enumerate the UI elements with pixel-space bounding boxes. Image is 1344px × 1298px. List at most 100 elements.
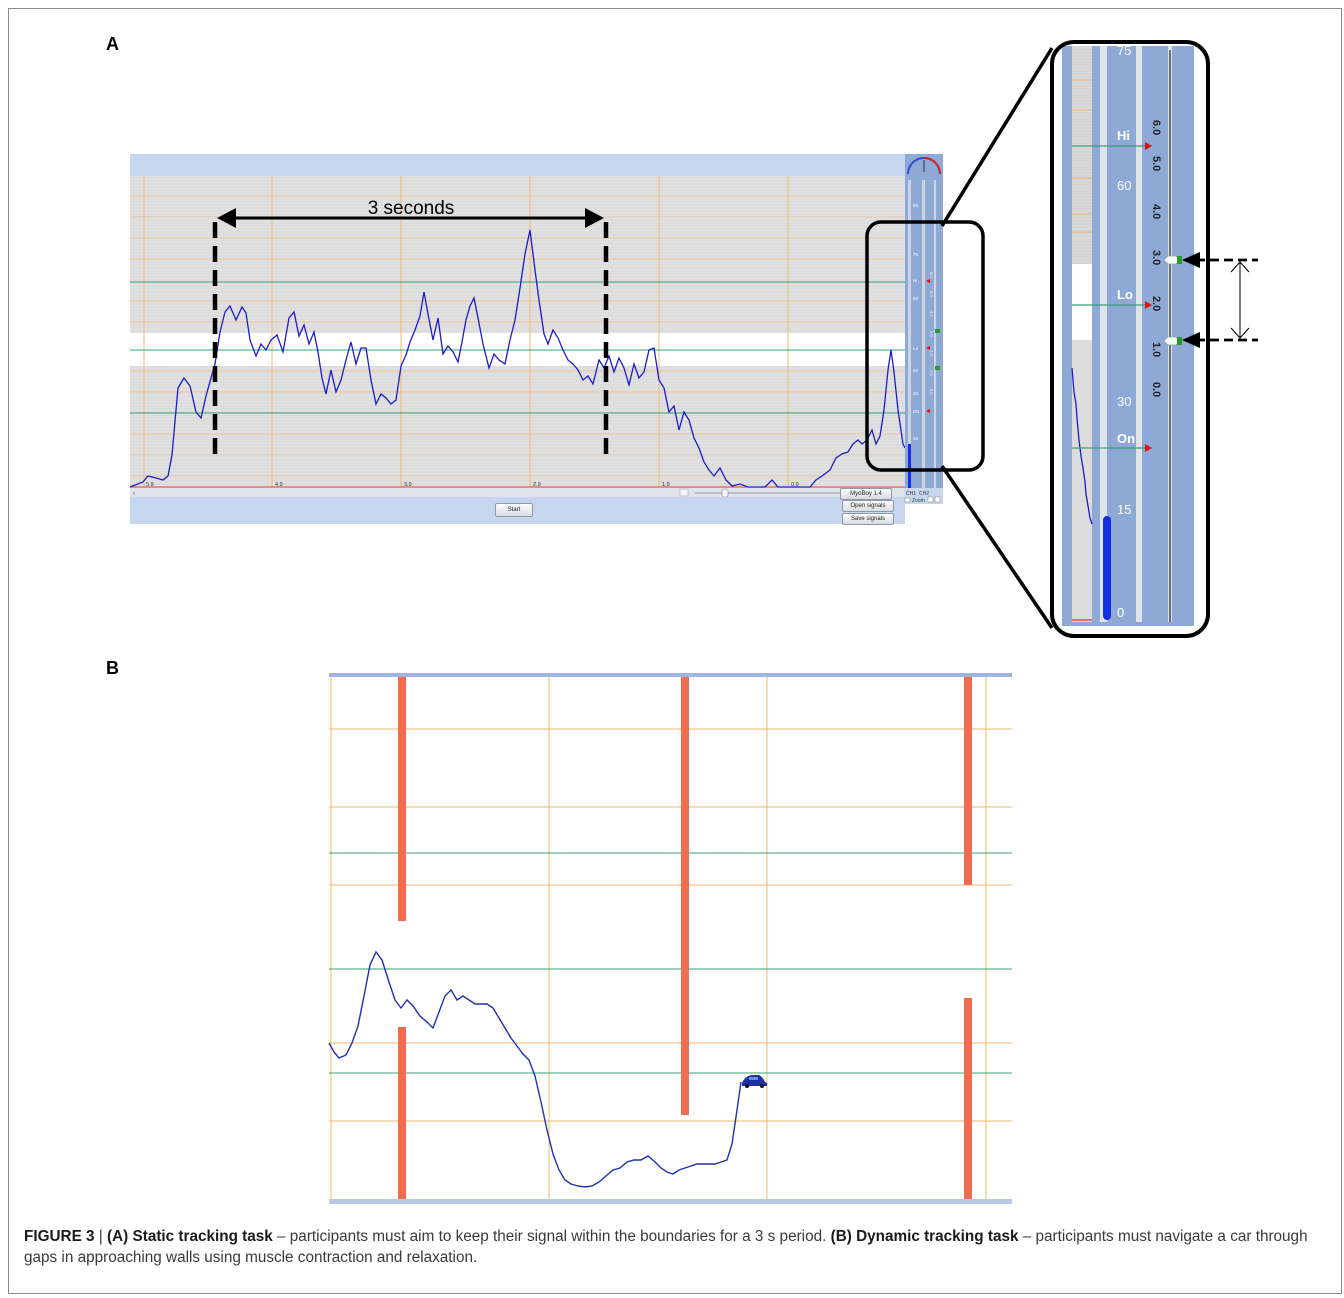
mini-bar-tick: 6.0 (929, 272, 934, 278)
zoom-checkbox[interactable] (904, 497, 911, 503)
horizontal-scrollbar[interactable] (130, 488, 905, 497)
zoom-plus-button[interactable] (934, 496, 941, 503)
caption-a-text: – participants must aim to keep their si… (272, 1228, 831, 1245)
mini-scale-label: On (913, 409, 920, 414)
hi-marker (926, 279, 930, 283)
game-grid (329, 677, 1012, 1199)
zoom-bar-tick: 6.0 (1150, 120, 1162, 135)
x-tick-label: 0.9 (791, 482, 799, 488)
zoom-label: Zoom (912, 498, 925, 504)
zoom-bar-tick: 4.0 (1150, 204, 1162, 219)
zoom-scale-label: Lo (1117, 287, 1133, 302)
wall-segment (964, 677, 972, 885)
zoom-panel-frame (1050, 40, 1210, 638)
myoboy-window: 5.9 4.9 3.9 2.9 1.9 0.9 ‹ 9075Hi60Lo4530On15 … (129, 40, 1258, 638)
zoom-scale-label: 60 (1117, 178, 1131, 193)
caption-b-text: – participants must navigate a car throu… (24, 1228, 1308, 1266)
wall-segment (964, 998, 972, 1199)
mini-bar-tick: 0.0 (929, 389, 934, 395)
mini-scale-label: 45 (913, 368, 919, 373)
x-tick-labels: 5.9 4.9 3.9 2.9 1.9 0.9 (146, 482, 799, 488)
mini-scale-label: 75 (913, 252, 919, 257)
walls (398, 677, 972, 1199)
game-top-border (329, 673, 1012, 677)
zoom-callout-box (865, 220, 985, 472)
zoom-scale-label: 75 (1117, 43, 1131, 58)
window-titlebar (130, 154, 905, 176)
ch1-label: CH1 (906, 491, 916, 497)
wall-segment (681, 677, 689, 1115)
app-version-label: MyoBoy 1.4 (840, 488, 892, 500)
mini-scale-label: 60 (913, 296, 919, 301)
wall-segment (398, 1027, 406, 1199)
caption-a-label: (A) Static tracking task (107, 1228, 273, 1245)
boundary-range-top-head (1230, 261, 1250, 273)
mini-bar-track (934, 180, 936, 488)
panel-b-label: B (106, 658, 119, 678)
start-button[interactable]: Start (495, 503, 533, 517)
caption-separator: | (94, 1228, 108, 1245)
duration-annotation: 3 seconds (368, 198, 455, 219)
zoom-scale-label: 30 (1117, 394, 1131, 409)
panel-b: B (0, 650, 1344, 1220)
car-icon (742, 1075, 767, 1088)
x-tick-label: 4.9 (275, 482, 283, 488)
game-signal-line (328, 950, 742, 1188)
zoom-bar-tick: 1.0 (1150, 342, 1162, 357)
meter-footer (905, 488, 943, 504)
duration-arrow-right-head (585, 208, 604, 228)
plot-vertical-grid (143, 176, 789, 487)
duration-arrow-left-head (217, 208, 236, 228)
x-tick-label: 1.9 (662, 482, 670, 488)
game-canvas (328, 673, 1012, 1204)
save-signals-button[interactable]: Save signals (842, 513, 894, 525)
zoom-connector-bottom (940, 465, 1054, 629)
open-signals-button[interactable]: Open signals (842, 500, 894, 512)
emg-signal-line (129, 229, 906, 488)
zoom-bar-tick: 0.0 (1150, 382, 1162, 397)
pause-button[interactable] (679, 488, 689, 497)
zoom-connector-top (940, 47, 1054, 227)
zoom-scale-label: On (1117, 431, 1135, 446)
zoomed-meter: 75 Hi 60 Lo 30 On 15 0 6.0 5.0 4.0 3.0 2.0 1.0 0.0 (1062, 43, 1194, 626)
upper-slider[interactable] (935, 329, 940, 333)
x-tick-label: 5.9 (146, 482, 154, 488)
lower-slider[interactable] (935, 366, 940, 370)
panel-a: A 5.9 4.9 3.9 2.9 1.9 0.9 ‹ 90 75 Hi 60 Lo 45 30 On 1… (106, 34, 1258, 638)
mini-bar-tick: 2.0 (929, 350, 934, 356)
figure-caption: FIGURE 3 | (A) Static tracking task – pa… (24, 1226, 1324, 1268)
x-tick-label: 2.9 (533, 482, 541, 488)
caption-b-label: (B) Dynamic tracking task (830, 1228, 1019, 1245)
mini-scale-labels: 90 75 Hi 60 Lo 45 30 On 15 (913, 203, 920, 441)
lower-boundary-arrowhead (1182, 332, 1200, 348)
zoom-scale-label: 15 (1117, 502, 1131, 517)
caption-figure-label: FIGURE 3 (24, 1228, 95, 1245)
ch2-label: CH2 (919, 491, 929, 497)
game-bottom-border (329, 1199, 1012, 1204)
mini-scale-label: Lo (913, 346, 919, 351)
ch1-level-bar (908, 444, 911, 488)
mini-bar-tick: 1.0 (929, 370, 934, 376)
mini-bar-tick: 4.0 (929, 311, 934, 317)
mini-scale-label: 30 (913, 391, 919, 396)
boundary-range-bottom-head (1230, 327, 1250, 339)
ch2-track (922, 180, 925, 488)
x-tick-label: 3.9 (404, 482, 412, 488)
mini-bar-ticks: 6.0 5.0 4.0 3.0 2.0 1.0 0.0 (929, 272, 934, 395)
mini-bar-tick: 3.0 (929, 331, 934, 337)
zoom-bar-tick: 3.0 (1150, 250, 1162, 265)
scroll-left-arrow[interactable]: ‹ (133, 490, 136, 497)
mini-bar-tick: 5.0 (929, 291, 934, 297)
lo-marker (926, 346, 930, 350)
target-band (130, 333, 905, 366)
upper-boundary-arrowhead (1182, 252, 1200, 268)
zoom-bar-tick: 5.0 (1150, 156, 1162, 171)
mini-scale-label: 15 (913, 436, 919, 441)
zoom-slider-thumb[interactable] (721, 488, 729, 498)
wall-segment (398, 677, 406, 921)
ch1-track (908, 180, 911, 488)
zoom-minus-button[interactable] (927, 496, 934, 503)
zoom-scale-label: Hi (1117, 128, 1130, 143)
zoom-scale-label: 0 (1117, 605, 1124, 620)
mini-scale-label: Hi (913, 278, 917, 283)
